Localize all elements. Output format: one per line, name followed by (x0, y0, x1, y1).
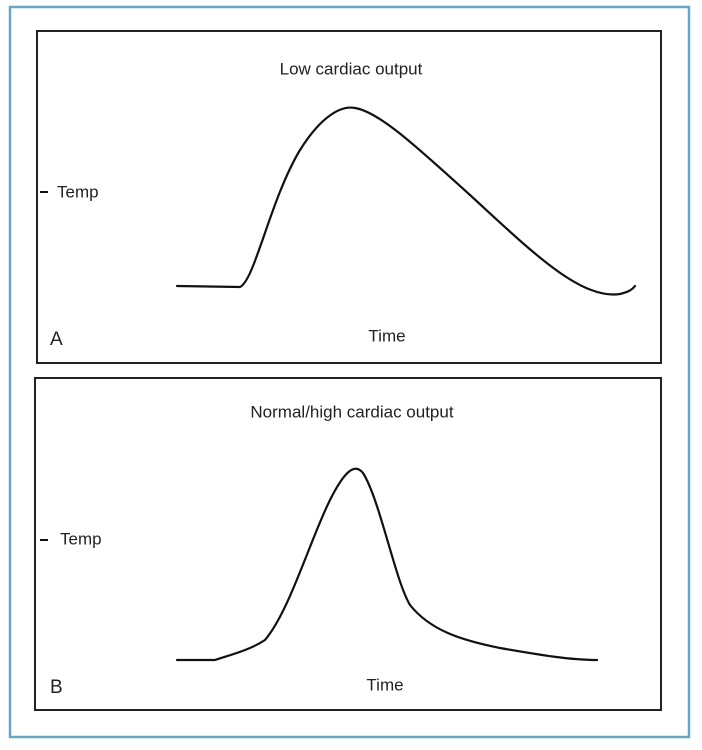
x-label: Time (366, 675, 403, 694)
panel-letter: A (50, 329, 63, 350)
temperature-curve (175, 467, 599, 662)
panel-a: Low cardiac output Temp Time A (36, 30, 662, 364)
x-label: Time (368, 326, 405, 345)
panel-frame (36, 30, 662, 364)
panel-title: Normal/high cardiac output (250, 402, 453, 421)
panel-b: Normal/high cardiac output Temp Time B (34, 377, 662, 711)
panel-title: Low cardiac output (280, 59, 423, 78)
y-label: Temp (57, 182, 99, 201)
panel-frame (34, 377, 662, 711)
y-label: Temp (60, 529, 102, 548)
outer-border (8, 5, 691, 739)
panel-letter: B (50, 677, 63, 698)
temperature-curve (175, 106, 637, 296)
